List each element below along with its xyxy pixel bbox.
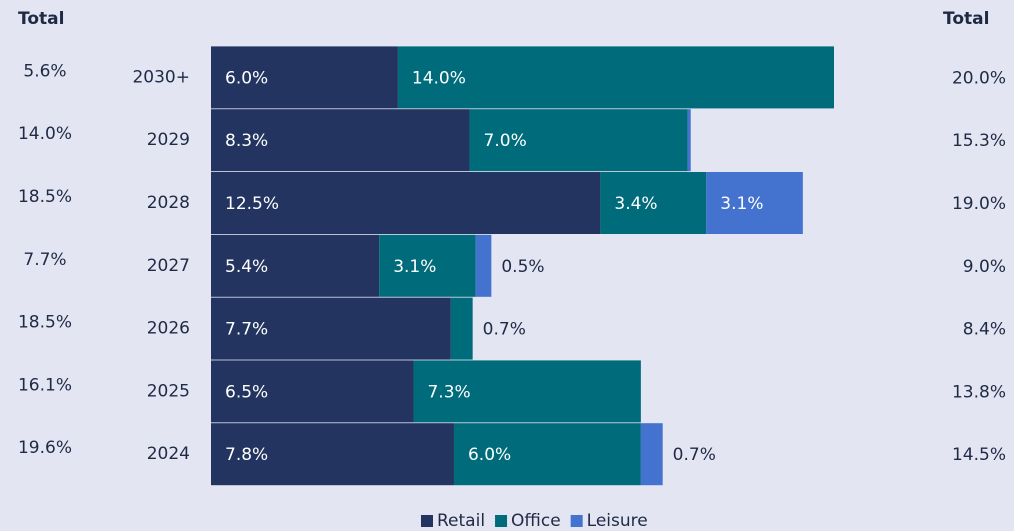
legend-label: Office [511,511,561,531]
bar-segment [379,234,476,297]
left-total: 16.1% [18,375,72,395]
bar-segment [413,360,641,423]
legend-swatch [570,515,583,527]
value-label: 0.5% [501,257,544,277]
right-total: 20.0% [952,68,1006,88]
left-total: 5.6% [23,61,66,81]
value-label: 6.5% [225,382,268,402]
bar-segment [211,234,380,297]
value-label: 12.5% [225,194,279,214]
category-label: 2026 [147,319,190,339]
bar-segment [211,360,414,423]
value-label: 7.7% [225,320,268,340]
value-label: 7.3% [427,382,470,402]
value-label: 3.1% [720,194,763,214]
bar-segment [687,109,691,172]
right-total: 14.5% [952,445,1006,465]
category-label: 2029 [147,130,190,150]
value-label: 6.0% [468,445,511,465]
right-total: 19.0% [952,194,1006,214]
left-total-title: Total [18,9,64,29]
right-total: 13.8% [952,382,1006,402]
bar-segment [211,423,454,486]
legend-label: Retail [437,511,485,531]
bar-segment [211,46,398,109]
bar-segment [397,46,834,109]
category-label: 2027 [147,256,190,276]
value-label: 3.1% [393,257,436,277]
value-label: 8.3% [225,131,268,151]
left-total: 19.6% [18,438,72,458]
value-label: 5.4% [225,257,268,277]
right-total: 8.4% [963,320,1006,340]
left-total: 18.5% [18,187,72,207]
legend-swatch [495,515,508,527]
bar-segment [211,297,451,360]
legend-swatch [421,515,433,527]
right-total: 15.3% [952,131,1006,151]
value-label: 6.0% [225,68,268,88]
bar-segment [640,423,663,486]
bar-segment [453,423,641,486]
category-label: 2024 [147,444,190,464]
category-label: 2025 [147,381,190,401]
left-total: 14.0% [18,124,72,144]
category-label: 2028 [147,193,190,213]
value-label: 3.4% [614,194,657,214]
legend-label: Leisure [587,511,648,531]
category-label: 2030+ [132,67,190,87]
bar-segment [469,109,688,172]
value-label: 0.7% [673,445,716,465]
left-total: 18.5% [18,313,72,333]
bar-segment [211,109,470,172]
value-label: 14.0% [412,68,466,88]
value-label: 7.8% [225,445,268,465]
right-total: 9.0% [963,257,1006,277]
bar-segment [706,172,803,234]
bar-segment [475,234,492,297]
left-total: 7.7% [23,250,66,270]
value-label: 7.0% [484,131,527,151]
right-total-title: Total [943,9,989,29]
bar-segment [211,172,601,234]
bar-segment [600,172,707,234]
bar-segment [450,297,473,360]
value-label: 0.7% [483,320,526,340]
